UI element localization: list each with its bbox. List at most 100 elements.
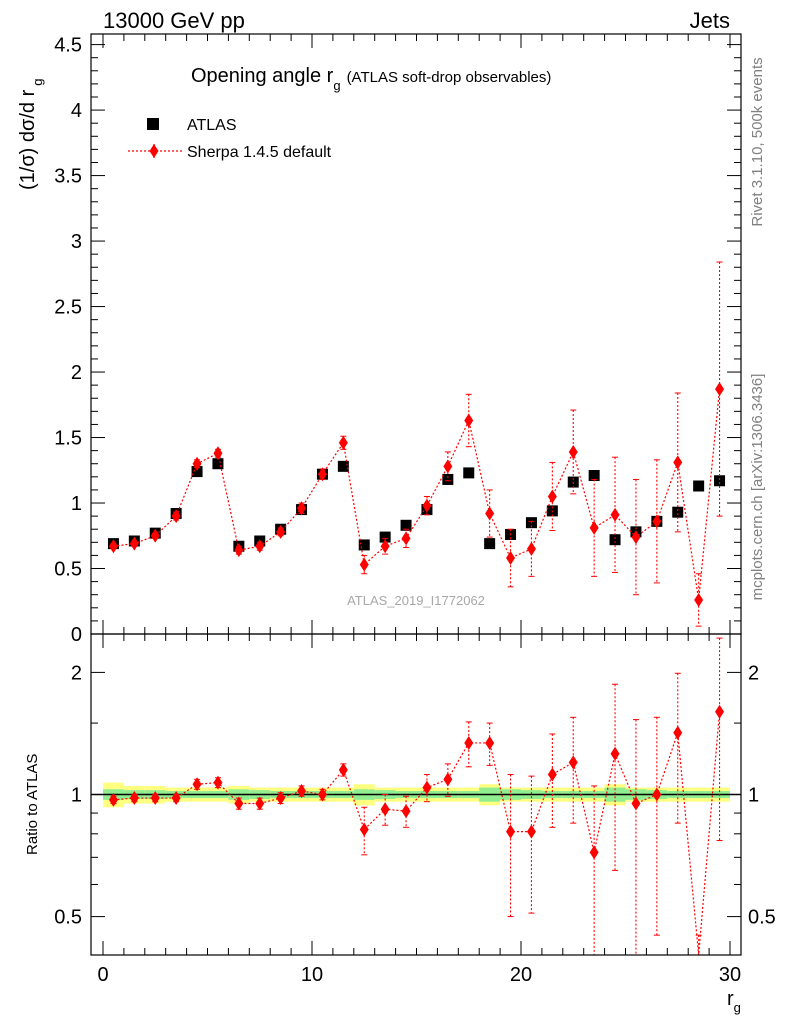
sherpa-point (715, 382, 725, 397)
sherpa-ratio-point (547, 767, 557, 782)
atlas-point (693, 480, 705, 492)
sherpa-ratio-point (380, 802, 390, 817)
atlas-point (191, 466, 203, 478)
sherpa-point (359, 557, 369, 572)
atlas-point (379, 531, 391, 543)
sherpa-ratio-point (129, 791, 139, 806)
atlas-point (337, 460, 349, 472)
analysis-watermark: ATLAS_2019_I1772062 (347, 593, 485, 608)
sherpa-point (485, 506, 495, 521)
sherpa-ratio-point (401, 804, 411, 819)
sherpa-point (589, 520, 599, 535)
y-tick-label-main: 1 (71, 493, 82, 515)
sherpa-ratio-point (150, 791, 160, 806)
sherpa-point (694, 592, 704, 607)
sherpa-ratio-point (234, 796, 244, 811)
sherpa-point (255, 539, 265, 554)
sherpa-ratio-point (673, 725, 683, 740)
sherpa-ratio-point (317, 787, 327, 802)
y-axis-label-main: (1/σ) dσ/d rg (17, 79, 45, 191)
sherpa-point (506, 551, 516, 566)
sherpa-ratio-point (192, 777, 202, 792)
sherpa-point (673, 455, 683, 470)
sherpa-point (192, 456, 202, 471)
y-tick-label-ratio: 1 (71, 785, 82, 807)
sherpa-ratio-point (631, 796, 641, 811)
sherpa-ratio-point (443, 772, 453, 787)
sherpa-ratio-point (276, 791, 286, 806)
legend-atlas-marker (147, 118, 159, 130)
sherpa-ratio-point (568, 755, 578, 770)
y-tick-label-ratio: 0.5 (54, 907, 82, 929)
sherpa-point (129, 536, 139, 551)
sherpa-point (443, 459, 453, 474)
y-tick-label-main: 0 (71, 624, 82, 646)
sherpa-point (213, 446, 223, 461)
atlas-point (400, 519, 412, 531)
sherpa-point (297, 501, 307, 516)
x-tick-label: 0 (97, 964, 108, 986)
legend-sherpa-marker (149, 144, 159, 158)
y-tick-label-ratio-right: 1 (748, 785, 759, 807)
sherpa-point (338, 435, 348, 450)
plot-title: Opening angle rg (ATLAS soft-drop observa… (191, 65, 551, 93)
sherpa-point (652, 514, 662, 529)
sherpa-ratio-point (526, 824, 536, 839)
sherpa-point (276, 524, 286, 539)
sherpa-point (610, 507, 620, 522)
y-tick-label-main: 0.5 (54, 559, 82, 581)
sherpa-ratio-points (108, 637, 725, 956)
sherpa-point (631, 530, 641, 545)
sherpa-ratio-line (113, 711, 721, 956)
y-tick-label-main: 3 (71, 231, 82, 253)
sherpa-ratio-point (255, 796, 265, 811)
legend-sherpa-label: Sherpa 1.4.5 default (187, 144, 332, 161)
sherpa-point (568, 444, 578, 459)
rivet-label: Rivet 3.1.10, 500k events (749, 57, 766, 226)
atlas-point (609, 534, 621, 546)
sherpa-ratio-point (715, 704, 725, 719)
y-tick-label-main: 4.5 (54, 35, 82, 57)
sherpa-point (526, 541, 536, 556)
sherpa-line (113, 389, 721, 601)
sherpa-ratio-point (422, 780, 432, 795)
sherpa-point (171, 509, 181, 524)
y-tick-label-main: 3.5 (54, 166, 82, 188)
sherpa-ratio-point (506, 824, 516, 839)
x-tick-label: 30 (719, 964, 741, 986)
y-tick-label-ratio-right: 0.5 (748, 907, 776, 929)
y-tick-label-ratio-right: 2 (748, 662, 759, 684)
sherpa-ratio-point (652, 787, 662, 802)
sherpa-ratio-point (108, 792, 118, 807)
y-tick-label-main: 4 (71, 100, 82, 122)
sherpa-ratio-point (610, 746, 620, 761)
atlas-point (442, 473, 454, 485)
sherpa-ratio-point (589, 845, 599, 860)
sherpa-point (380, 539, 390, 554)
header-right: Jets (690, 8, 730, 33)
axis-ticks: 0 10 20 30 0 0.5 1 1.5 2 2.5 3 3.5 4 4.5 0.5 0.5 1 1 2 2 (54, 34, 776, 986)
atlas-point (714, 475, 726, 487)
sherpa-ratio-point (171, 791, 181, 806)
atlas-point (212, 458, 224, 470)
sherpa-ratio-point (359, 822, 369, 837)
y-tick-label-main: 2.5 (54, 297, 82, 319)
mcplots-label: mcplots.cern.ch [arXiv:1306.3436] (749, 374, 766, 601)
atlas-point (463, 467, 475, 479)
sherpa-ratio-point (297, 784, 307, 799)
sherpa-point (108, 539, 118, 554)
sherpa-ratio-point (485, 735, 495, 750)
atlas-point (588, 470, 600, 482)
atlas-point (484, 538, 496, 550)
x-tick-label: 20 (510, 964, 532, 986)
y-tick-label-main: 1.5 (54, 428, 82, 450)
sherpa-points (108, 261, 725, 627)
x-tick-label: 10 (301, 964, 323, 986)
header-left: 13000 GeV pp (103, 8, 245, 33)
sherpa-connecting-lines (113, 389, 721, 601)
y-axis-label-ratio: Ratio to ATLAS (24, 754, 41, 855)
sherpa-ratio-point (338, 762, 348, 777)
sherpa-point (401, 531, 411, 546)
legend-atlas-label: ATLAS (187, 117, 237, 134)
